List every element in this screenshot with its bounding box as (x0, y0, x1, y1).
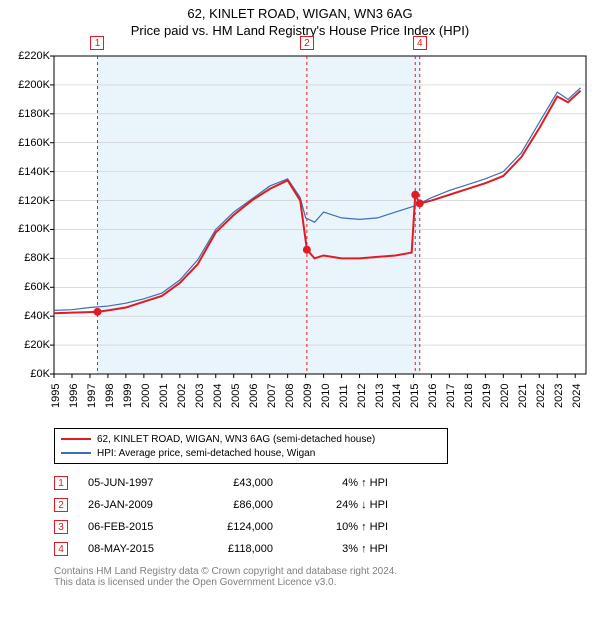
footer-line-2: This data is licensed under the Open Gov… (54, 577, 592, 588)
x-tick-label: 1996 (68, 384, 80, 408)
chart-title-address: 62, KINLET ROAD, WIGAN, WN3 6AG (8, 6, 592, 21)
legend-row: HPI: Average price, semi-detached house,… (61, 446, 441, 460)
transaction-date: 26-JAN-2009 (88, 499, 183, 511)
transaction-index-box: 3 (54, 520, 68, 534)
x-tick-label: 2001 (158, 384, 170, 408)
x-tick-label: 2016 (427, 384, 439, 408)
transaction-diff: 10% ↑ HPI (293, 521, 388, 533)
x-tick-label: 1999 (122, 384, 134, 408)
transaction-row: 2 26-JAN-2009 £86,000 24% ↓ HPI (54, 494, 592, 516)
y-tick-label: £40K (10, 310, 50, 322)
transaction-price: £118,000 (203, 543, 273, 555)
transaction-row: 1 05-JUN-1997 £43,000 4% ↑ HPI (54, 472, 592, 494)
chart-footer: Contains HM Land Registry data © Crown c… (54, 566, 592, 588)
x-tick-label: 2020 (499, 384, 511, 408)
x-tick-label: 2008 (284, 384, 296, 408)
legend-row: 62, KINLET ROAD, WIGAN, WN3 6AG (semi-de… (61, 432, 441, 446)
y-tick-label: £60K (10, 281, 50, 293)
event-marker-box: 1 (90, 36, 104, 50)
transaction-price: £124,000 (203, 521, 273, 533)
transaction-price: £43,000 (203, 477, 273, 489)
x-tick-label: 2017 (445, 384, 457, 408)
transaction-row: 4 08-MAY-2015 £118,000 3% ↑ HPI (54, 538, 592, 560)
transaction-row: 3 06-FEB-2015 £124,000 10% ↑ HPI (54, 516, 592, 538)
x-tick-label: 2014 (391, 384, 403, 408)
event-marker-box: 2 (300, 36, 314, 50)
transaction-index-box: 4 (54, 542, 68, 556)
legend-swatch (61, 452, 91, 454)
x-tick-label: 2011 (338, 384, 350, 408)
x-tick-label: 2007 (266, 384, 278, 408)
y-tick-label: £100K (10, 223, 50, 235)
x-tick-label: 2002 (176, 384, 188, 408)
transactions-table: 1 05-JUN-1997 £43,000 4% ↑ HPI 2 26-JAN-2009 £… (54, 472, 592, 560)
transaction-date: 08-MAY-2015 (88, 543, 183, 555)
transaction-diff: 24% ↓ HPI (293, 499, 388, 511)
y-tick-label: £140K (10, 166, 50, 178)
x-tick-label: 1995 (50, 384, 62, 408)
x-tick-label: 2012 (356, 384, 368, 408)
y-tick-label: £120K (10, 195, 50, 207)
price-chart: £0K £20K £40K £60K £80K £100K £120K £140K £160K £… (8, 44, 592, 424)
x-tick-label: 2005 (230, 384, 242, 408)
y-tick-label: £180K (10, 108, 50, 120)
x-tick-label: 2019 (481, 384, 493, 408)
x-tick-label: 1997 (86, 384, 98, 408)
event-marker-box: 4 (413, 36, 427, 50)
legend-label: 62, KINLET ROAD, WIGAN, WN3 6AG (semi-de… (97, 434, 375, 445)
x-tick-label: 2009 (302, 384, 314, 408)
y-tick-label: £80K (10, 252, 50, 264)
x-tick-label: 2013 (374, 384, 386, 408)
transaction-index-box: 1 (54, 476, 68, 490)
y-tick-label: £200K (10, 79, 50, 91)
transaction-price: £86,000 (203, 499, 273, 511)
y-tick-label: £220K (10, 50, 50, 62)
chart-legend: 62, KINLET ROAD, WIGAN, WN3 6AG (semi-de… (54, 428, 448, 464)
x-tick-label: 2004 (212, 384, 224, 408)
y-tick-label: £160K (10, 137, 50, 149)
x-tick-label: 2023 (553, 384, 565, 408)
x-tick-label: 2018 (463, 384, 475, 408)
x-tick-label: 2006 (248, 384, 260, 408)
x-tick-label: 2015 (409, 384, 421, 408)
x-tick-label: 2000 (140, 384, 152, 408)
footer-line-1: Contains HM Land Registry data © Crown c… (54, 566, 592, 577)
transaction-date: 05-JUN-1997 (88, 477, 183, 489)
x-tick-label: 2022 (535, 384, 547, 408)
transaction-diff: 3% ↑ HPI (293, 543, 388, 555)
transaction-date: 06-FEB-2015 (88, 521, 183, 533)
x-tick-label: 2010 (320, 384, 332, 408)
transaction-diff: 4% ↑ HPI (293, 477, 388, 489)
y-tick-label: £20K (10, 339, 50, 351)
x-tick-label: 2024 (571, 384, 583, 408)
y-tick-label: £0K (10, 368, 50, 380)
legend-swatch (61, 438, 91, 440)
legend-label: HPI: Average price, semi-detached house,… (97, 448, 315, 459)
x-tick-label: 1998 (104, 384, 116, 408)
x-tick-label: 2003 (194, 384, 206, 408)
transaction-index-box: 2 (54, 498, 68, 512)
x-tick-label: 2021 (517, 384, 529, 408)
